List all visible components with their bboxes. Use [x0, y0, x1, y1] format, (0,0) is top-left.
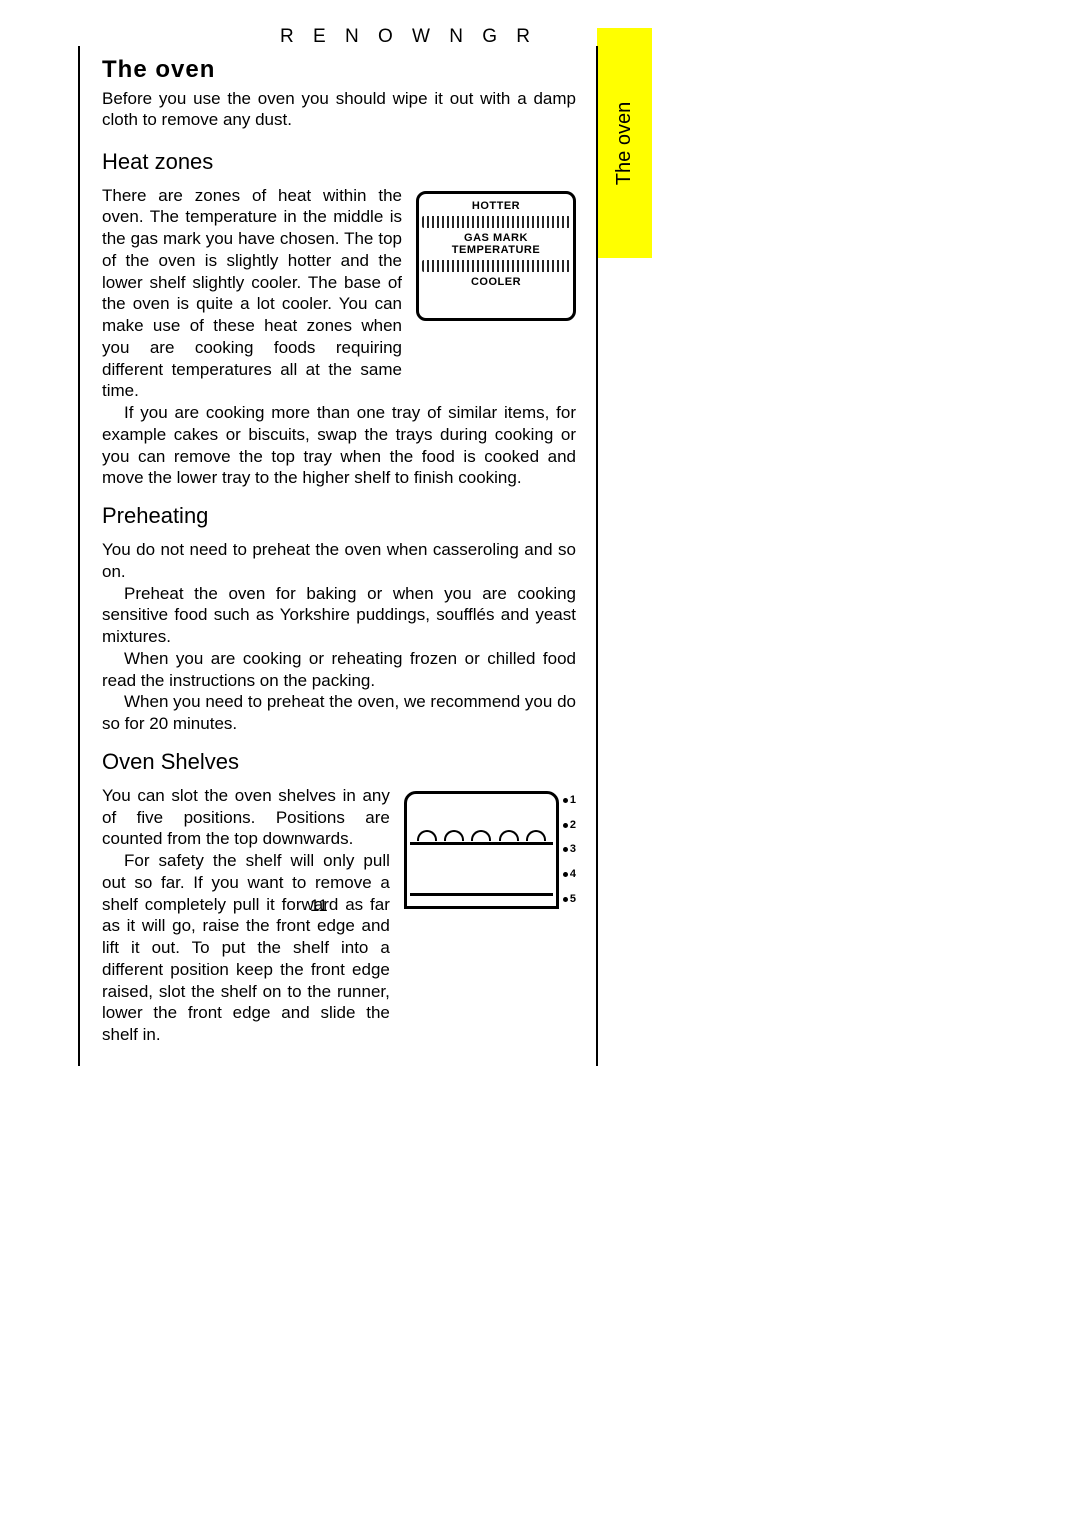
oven-shelves-diagram: 1 2 3 4 5: [404, 791, 576, 1046]
arc-icon: [417, 830, 437, 841]
heat-zones-p2: If you are cooking more than one tray of…: [102, 402, 576, 489]
hz-wave-icon: [422, 216, 570, 228]
arc-icon: [471, 830, 491, 841]
hz-gas-mark: GAS MARK: [422, 232, 570, 244]
preheat-p2: Preheat the oven for baking or when you …: [102, 583, 576, 648]
shelf-pos-1: 1: [563, 795, 576, 806]
doc-header: R E N O W N G R: [280, 26, 537, 48]
arc-icon: [526, 830, 546, 841]
heading-preheating: Preheating: [102, 503, 576, 529]
heat-zones-p1: There are zones of heat within the oven.…: [102, 185, 402, 403]
arc-icon: [499, 830, 519, 841]
heading-heat-zones: Heat zones: [102, 149, 576, 175]
preheat-p4: When you need to preheat the oven, we re…: [102, 691, 576, 735]
shelf-pos-3: 3: [563, 844, 576, 855]
hz-temperature: TEMPERATURE: [422, 244, 570, 256]
page-number: 11: [310, 896, 328, 916]
shelves-p2: For safety the shelf will only pull out …: [102, 850, 390, 1046]
preheat-p3: When you are cooking or reheating frozen…: [102, 648, 576, 692]
shelf-pos-5: 5: [563, 894, 576, 905]
intro-text: Before you use the oven you should wipe …: [102, 88, 576, 131]
page-title: The oven: [102, 56, 576, 84]
section-tab-label: The oven: [613, 101, 636, 184]
shelf-line-icon: [410, 893, 553, 896]
shelf-line-icon: [410, 842, 553, 845]
heat-zone-diagram: HOTTER GAS MARK TEMPERATURE COOLER: [416, 185, 576, 403]
hz-cooler: COOLER: [422, 274, 570, 290]
hz-hotter: HOTTER: [422, 198, 570, 214]
shelves-p1: You can slot the oven shelves in any of …: [102, 785, 390, 850]
preheat-p1: You do not need to preheat the oven when…: [102, 539, 576, 583]
shelf-pos-2: 2: [563, 820, 576, 831]
shelf-pos-4: 4: [563, 869, 576, 880]
section-tab: The oven: [597, 28, 652, 258]
heading-oven-shelves: Oven Shelves: [102, 749, 576, 775]
hz-wave-icon: [422, 260, 570, 272]
page-content: The oven Before you use the oven you sho…: [78, 46, 598, 1066]
arc-icon: [444, 830, 464, 841]
